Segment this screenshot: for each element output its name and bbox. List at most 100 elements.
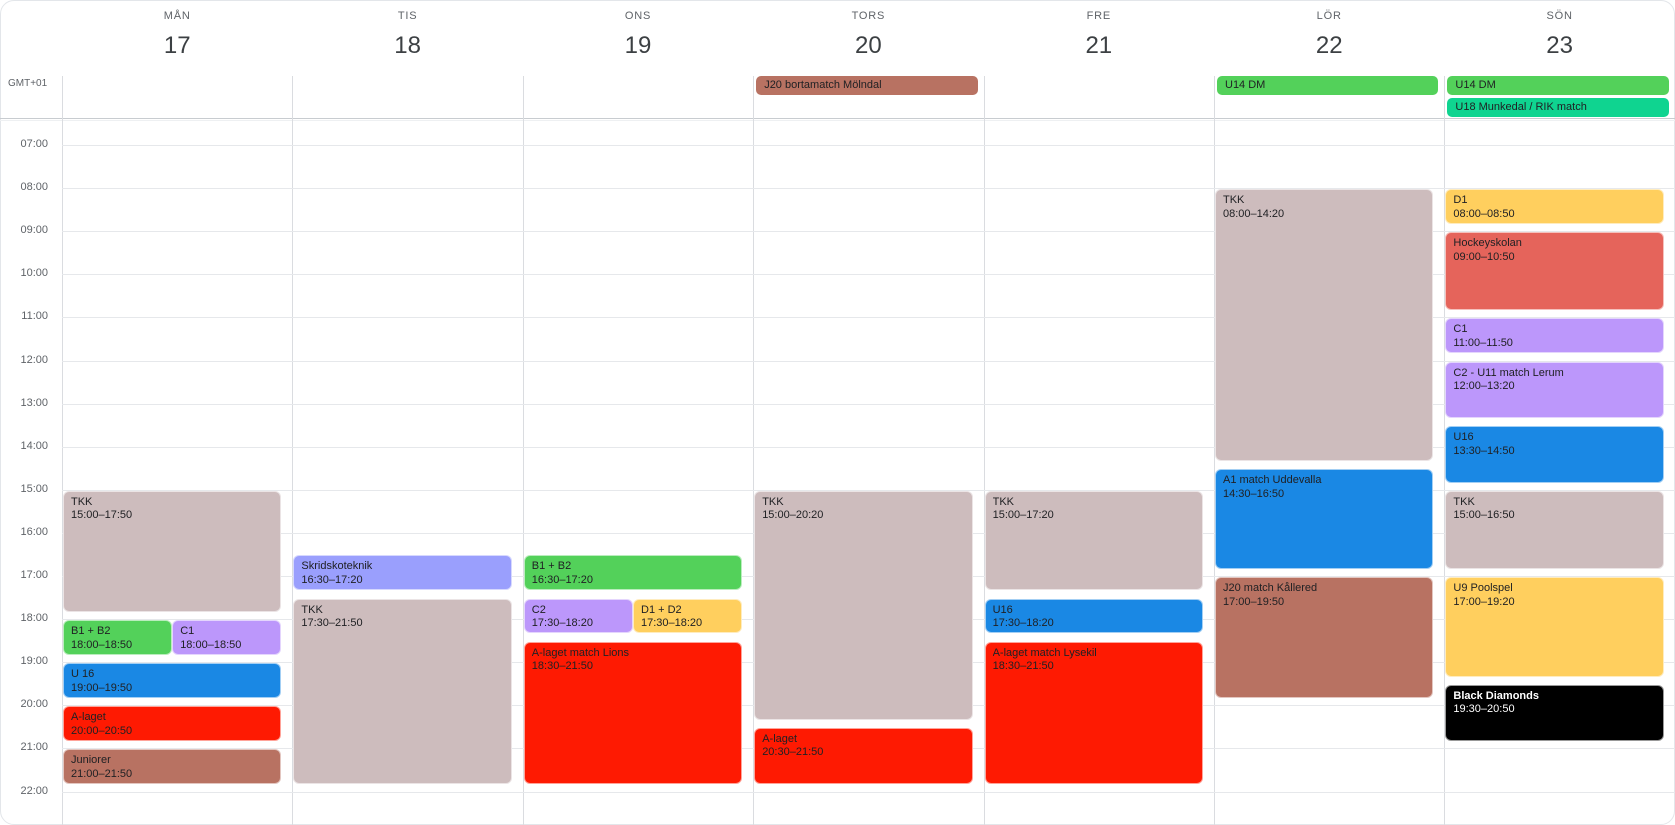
hour-gridline bbox=[62, 489, 1675, 491]
hour-label: 18:00 bbox=[20, 612, 48, 625]
hour-gridline bbox=[62, 360, 1675, 362]
calendar-event[interactable]: Juniorer 21:00–21:50 bbox=[63, 749, 282, 785]
calendar-event[interactable]: U 16 19:00–19:50 bbox=[63, 663, 282, 699]
event-time: 15:00–17:50 bbox=[71, 509, 133, 522]
calendar-event[interactable]: C1 18:00–18:50 bbox=[172, 620, 282, 655]
allday-event[interactable]: U18 Munkedal / RIK match bbox=[1447, 98, 1669, 117]
calendar-event[interactable]: U16 13:30–14:50 bbox=[1445, 426, 1664, 483]
calendar-event[interactable]: C1 11:00–11:50 bbox=[1445, 318, 1664, 354]
day-number[interactable]: 19 bbox=[624, 32, 652, 59]
calendar-event[interactable]: C2 17:30–18:20 bbox=[523, 598, 633, 634]
hour-label: 15:00 bbox=[20, 482, 48, 495]
event-title: B1 + B2 bbox=[531, 560, 572, 573]
hour-gridline bbox=[62, 274, 1675, 276]
calendar-event[interactable]: D1 + D2 17:30–18:20 bbox=[633, 598, 743, 634]
allday-event[interactable]: U14 DM bbox=[1217, 76, 1439, 95]
day-number[interactable]: 18 bbox=[394, 32, 421, 59]
event-time: 14:30–16:50 bbox=[1223, 487, 1285, 500]
calendar-event[interactable]: A-laget 20:30–21:50 bbox=[754, 727, 973, 785]
calendar-event[interactable]: U9 Poolspel 17:00–19:20 bbox=[1445, 577, 1664, 677]
calendar-event[interactable]: A-laget match Lions 18:30–21:50 bbox=[523, 641, 743, 785]
timezone-label: GMT+01 bbox=[8, 78, 48, 89]
hour-label: 20:00 bbox=[20, 698, 48, 711]
hour-label: 09:00 bbox=[20, 224, 48, 237]
day-number[interactable]: 22 bbox=[1315, 32, 1343, 59]
calendar-event[interactable]: TKK 15:00–17:50 bbox=[63, 490, 282, 612]
day-header-0[interactable]: MÅN 17 bbox=[62, 0, 292, 70]
calendar-event[interactable]: B1 + B2 16:30–17:20 bbox=[523, 555, 743, 591]
calendar-event[interactable]: Skridskoteknik 16:30–17:20 bbox=[293, 555, 512, 591]
event-time: 08:00–14:20 bbox=[1223, 207, 1285, 220]
day-header-6[interactable]: SÖN 23 bbox=[1444, 0, 1674, 70]
event-time: 17:30–21:50 bbox=[301, 617, 363, 630]
day-of-week-label: ONS bbox=[624, 10, 652, 22]
calendar-event[interactable]: TKK 15:00–16:50 bbox=[1445, 490, 1664, 569]
event-title: TKK bbox=[1453, 495, 1475, 508]
event-time: 12:00–13:20 bbox=[1453, 380, 1515, 392]
hour-label: 21:00 bbox=[20, 741, 48, 754]
event-time: 19:00–19:50 bbox=[71, 681, 133, 694]
event-time: 18:00–18:50 bbox=[71, 638, 133, 651]
calendar-event[interactable]: A-laget 20:00–20:50 bbox=[63, 706, 282, 742]
hour-label: 16:00 bbox=[20, 525, 48, 538]
calendar-event[interactable]: U16 17:30–18:20 bbox=[984, 598, 1203, 634]
event-time: 15:00–17:20 bbox=[992, 509, 1054, 522]
event-time: 19:30–20:50 bbox=[1453, 703, 1515, 716]
hour-label: 14:00 bbox=[20, 439, 48, 452]
day-header-1[interactable]: TIS 18 bbox=[292, 0, 522, 70]
event-time: 08:00–08:50 bbox=[1453, 207, 1515, 220]
calendar-event[interactable]: J20 match Kållered 17:00–19:50 bbox=[1215, 577, 1434, 699]
hour-gridline bbox=[62, 145, 1675, 146]
day-number[interactable]: 21 bbox=[1085, 32, 1113, 59]
hour-gridline bbox=[62, 791, 1675, 793]
calendar-event[interactable]: A1 match Uddevalla 14:30–16:50 bbox=[1215, 469, 1434, 569]
event-time: 18:30–21:50 bbox=[531, 660, 593, 673]
day-header-3[interactable]: TORS 20 bbox=[753, 0, 983, 70]
event-title: U 16 bbox=[71, 668, 95, 681]
day-column-divider bbox=[292, 76, 294, 825]
event-time: 20:00–20:50 bbox=[71, 724, 133, 737]
hour-label: 17:00 bbox=[20, 569, 48, 581]
hour-gridline bbox=[62, 188, 1675, 190]
allday-event[interactable]: J20 bortamatch Mölndal bbox=[756, 76, 978, 95]
day-number[interactable]: 20 bbox=[855, 32, 882, 59]
day-header-2[interactable]: ONS 19 bbox=[523, 0, 753, 70]
hour-label: 13:00 bbox=[20, 396, 48, 409]
event-title: TKK bbox=[992, 495, 1014, 508]
calendar-event[interactable]: TKK 15:00–20:20 bbox=[754, 490, 973, 720]
event-time: 09:00–10:50 bbox=[1453, 250, 1515, 263]
hour-label: 12:00 bbox=[20, 353, 48, 366]
hour-gridline bbox=[62, 231, 1675, 233]
calendar-event[interactable]: TKK 08:00–14:20 bbox=[1215, 189, 1434, 462]
calendar-event[interactable]: Black Diamonds 19:30–20:50 bbox=[1445, 684, 1664, 742]
day-column-divider bbox=[1214, 76, 1215, 825]
hour-gridline bbox=[62, 446, 1675, 448]
event-time: 16:30–17:20 bbox=[301, 573, 363, 586]
calendar-event[interactable]: TKK 15:00–17:20 bbox=[984, 490, 1203, 591]
event-title: C2 - U11 match Lerum bbox=[1453, 366, 1564, 379]
calendar-event[interactable]: A-laget match Lysekil 18:30–21:50 bbox=[984, 641, 1203, 785]
event-title: Hockeyskolan bbox=[1453, 237, 1522, 250]
day-number[interactable]: 17 bbox=[163, 32, 191, 59]
event-title: TKK bbox=[762, 495, 784, 508]
event-time: 18:30–21:50 bbox=[992, 660, 1054, 673]
event-title: Black Diamonds bbox=[1453, 689, 1539, 702]
day-column-divider bbox=[62, 76, 63, 825]
day-column-divider bbox=[1444, 76, 1446, 825]
day-column-divider bbox=[522, 76, 524, 825]
event-time: 15:00–20:20 bbox=[762, 509, 824, 522]
calendar-event[interactable]: C2 - U11 match Lerum 12:00–13:20 bbox=[1445, 361, 1664, 418]
calendar-event[interactable]: D1 08:00–08:50 bbox=[1445, 189, 1664, 224]
day-header-4[interactable]: FRE 21 bbox=[984, 0, 1214, 70]
event-time: 17:00–19:50 bbox=[1223, 595, 1285, 608]
allday-event[interactable]: U14 DM bbox=[1447, 76, 1669, 95]
day-number[interactable]: 23 bbox=[1546, 32, 1573, 59]
event-title: Skridskoteknik bbox=[301, 560, 373, 573]
event-time: 13:30–14:50 bbox=[1453, 444, 1515, 457]
calendar-event[interactable]: B1 + B2 18:00–18:50 bbox=[63, 620, 173, 655]
calendar-event[interactable]: TKK 17:30–21:50 bbox=[293, 598, 512, 785]
day-header-5[interactable]: LÖR 22 bbox=[1214, 0, 1444, 70]
hour-label: 22:00 bbox=[20, 784, 48, 797]
calendar-event[interactable]: Hockeyskolan 09:00–10:50 bbox=[1445, 232, 1664, 311]
day-of-week-label: TIS bbox=[397, 10, 418, 22]
